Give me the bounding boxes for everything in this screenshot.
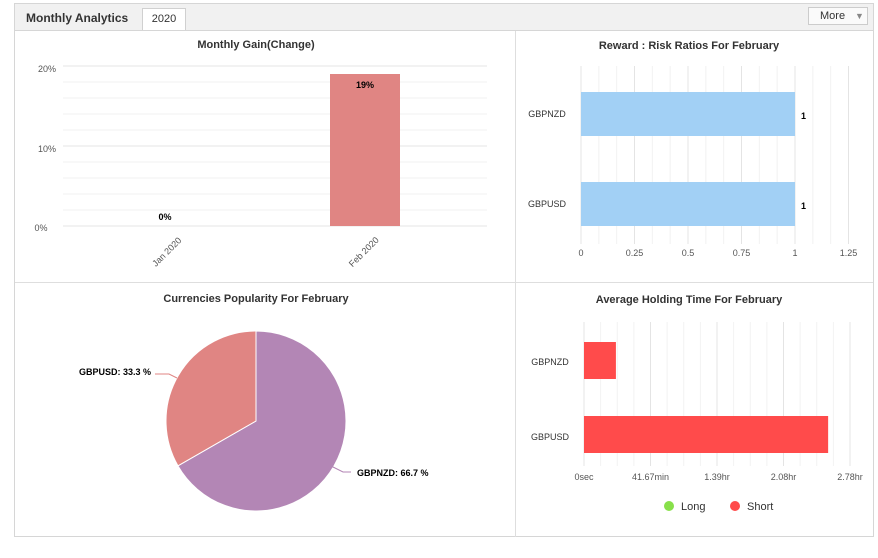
x-tick-1-25: 1.25 [840,248,858,258]
tab-2020[interactable]: 2020 [142,8,186,30]
reward-risk-chart: Reward : Risk Ratios For February GBPNZD… [528,40,857,258]
value-label-gbpusd: 1 [801,201,806,211]
monthly-gain-chart: Monthly Gain(Change) 0% 10% 20% 0% 19% J… [34,39,487,269]
category-gbpnzd-holding: GBPNZD [531,357,569,367]
chevron-down-icon: ▼ [855,11,864,21]
category-gbpusd-holding: GBPUSD [531,432,570,442]
more-dropdown[interactable]: More ▼ [808,7,868,25]
x-tick-0: 0 [578,248,583,258]
reward-risk-title: Reward : Risk Ratios For February [599,40,780,52]
bar-short-gbpnzd [584,342,616,379]
legend-label-short[interactable]: Short [747,501,773,513]
leader-line-gbpnzd [330,465,351,473]
value-label-gbpnzd: 1 [801,111,806,121]
category-gbpusd: GBPUSD [528,199,567,209]
y-tick-10: 10% [38,144,56,154]
x-tick-0-5: 0.5 [682,248,695,258]
monthly-gain-grid [63,65,487,227]
divider-horizontal [15,282,873,283]
x-tick-2-78hr: 2.78hr [837,472,863,482]
bar-short-gbpusd [584,416,829,453]
x-tick-1-39hr: 1.39hr [704,472,730,482]
charts-canvas: Monthly Gain(Change) 0% 10% 20% 0% 19% J… [34,39,863,513]
pie-slice-gbpnzd [177,330,347,512]
x-tick-0-75: 0.75 [733,248,751,258]
more-label: More [820,10,846,22]
holding-time-chart: Average Holding Time For February GBPNZD… [531,294,863,513]
x-tick-feb-2020: Feb 2020 [347,235,381,269]
value-label-feb-2020: 19% [356,80,374,90]
legend-marker-short[interactable] [730,501,740,511]
analytics-panel: Monthly Analytics 2020 More ▼ Monthly Ga… [14,3,874,537]
pie-label-gbpnzd: GBPNZD: 66.7 % [357,468,429,478]
monthly-gain-title: Monthly Gain(Change) [197,39,315,51]
pie-label-gbpusd: GBPUSD: 33.3 % [79,367,151,377]
legend-marker-long[interactable] [664,501,674,511]
holding-time-title: Average Holding Time For February [596,294,783,306]
y-tick-0: 0% [34,223,47,233]
bar-feb-2020 [330,74,400,226]
x-tick-41-67min: 41.67min [632,472,669,482]
panel-title: Monthly Analytics [26,11,129,25]
currencies-popularity-title: Currencies Popularity For February [163,293,349,305]
x-tick-2-08hr: 2.08hr [771,472,797,482]
category-gbpnzd: GBPNZD [528,109,566,119]
x-tick-1: 1 [792,248,797,258]
currencies-popularity-chart: Currencies Popularity For February GBPNZ… [79,293,429,512]
x-tick-jan-2020: Jan 2020 [150,235,183,268]
leader-line-gbpusd [155,373,178,379]
value-label-jan-2020: 0% [158,212,171,222]
pie-slice-gbpusd [165,330,257,467]
legend-label-long[interactable]: Long [681,501,705,513]
x-tick-0-25: 0.25 [626,248,644,258]
y-tick-20: 20% [38,64,56,74]
x-tick-0sec: 0sec [574,472,594,482]
bar-gbpnzd [581,92,795,136]
divider-vertical [515,31,516,537]
panel-header: Monthly Analytics 2020 More ▼ [15,4,873,31]
bar-gbpusd [581,182,795,226]
